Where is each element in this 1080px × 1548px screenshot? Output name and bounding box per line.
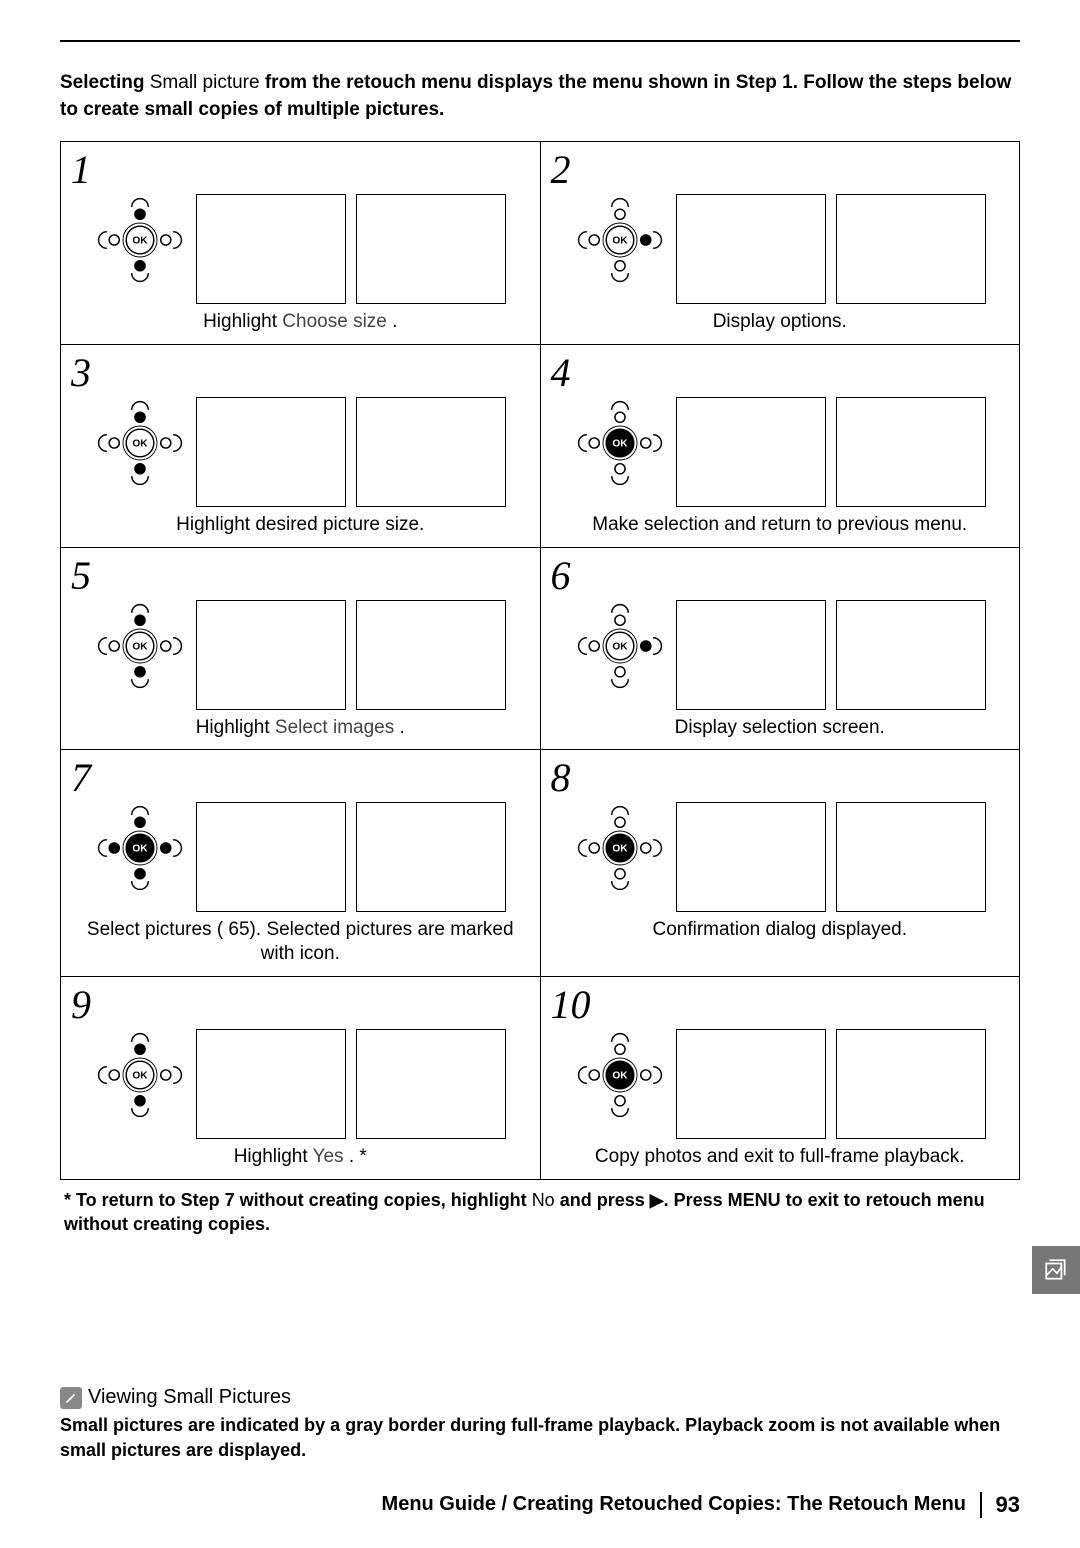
svg-text:OK: OK: [133, 1071, 149, 1082]
step-caption: Make selection and return to previous me…: [551, 513, 1010, 537]
step-number: 7: [71, 758, 530, 798]
svg-text:OK: OK: [612, 1071, 628, 1082]
multi-selector-icon: OK: [574, 194, 666, 291]
step-caption: Highlight Select images .: [71, 716, 530, 740]
step-number: 4: [551, 353, 1010, 393]
lcd-screenshot-placeholder: [356, 194, 506, 304]
intro-part1: Selecting: [60, 72, 150, 93]
note-body: Small pictures are indicated by a gray b…: [60, 1413, 1020, 1462]
side-tab-container: [60, 1246, 1020, 1306]
svg-text:OK: OK: [612, 641, 628, 652]
lcd-screenshot-placeholder: [836, 194, 986, 304]
step-number: 10: [551, 985, 1010, 1025]
step-number: 2: [551, 150, 1010, 190]
footer-title: Menu Guide / Creating Retouched Copies: …: [382, 1493, 966, 1516]
note-heading: Viewing Small Pictures: [60, 1386, 1020, 1409]
lcd-screenshot-placeholder: [836, 1029, 986, 1139]
step-number: 8: [551, 758, 1010, 798]
intro-part2: Small picture: [150, 72, 265, 93]
step-number: 1: [71, 150, 530, 190]
svg-text:OK: OK: [612, 236, 628, 247]
step-number: 9: [71, 985, 530, 1025]
lcd-screenshot-placeholder: [196, 600, 346, 710]
step-6: 6 OK Display selection screen.: [541, 548, 1020, 750]
lcd-screenshot-placeholder: [676, 1029, 826, 1139]
footer-page-number: 93: [996, 1492, 1020, 1518]
step-number: 5: [71, 556, 530, 596]
lcd-screenshot-placeholder: [676, 194, 826, 304]
step-caption: Copy photos and exit to full-frame playb…: [551, 1145, 1010, 1169]
lcd-screenshot-placeholder: [676, 600, 826, 710]
footnote-p2: No: [532, 1190, 555, 1210]
multi-selector-icon: OK: [574, 600, 666, 697]
steps-table: 1 OK Highlight Choose size .: [60, 141, 1020, 1180]
step-caption: Confirmation dialog displayed.: [551, 918, 1010, 942]
step-caption: Highlight desired picture size.: [71, 513, 530, 537]
multi-selector-icon: OK: [94, 802, 186, 899]
multi-selector-icon: OK: [94, 194, 186, 291]
lcd-screenshot-placeholder: [196, 397, 346, 507]
svg-text:OK: OK: [133, 844, 149, 855]
step-1: 1 OK Highlight Choose size .: [61, 142, 540, 344]
step-number: 6: [551, 556, 1010, 596]
lcd-screenshot-placeholder: [836, 397, 986, 507]
footnote: * To return to Step 7 without creating c…: [60, 1188, 1020, 1237]
page-footer: Menu Guide / Creating Retouched Copies: …: [60, 1492, 1020, 1518]
step-caption: Highlight Yes . *: [71, 1145, 530, 1169]
footnote-p1: * To return to Step 7 without creating c…: [64, 1190, 532, 1210]
footer-divider: [980, 1492, 982, 1518]
step-3: 3 OK Highlight desired picture size.: [61, 345, 540, 547]
multi-selector-icon: OK: [574, 397, 666, 494]
multi-selector-icon: OK: [94, 1029, 186, 1126]
lcd-screenshot-placeholder: [836, 600, 986, 710]
multi-selector-icon: OK: [94, 397, 186, 494]
pencil-note-icon: [60, 1387, 82, 1409]
step-caption: Select pictures ( 65). Selected pictures…: [71, 918, 530, 966]
step-2: 2 OK Display options.: [541, 142, 1020, 344]
step-caption: Display selection screen.: [551, 716, 1010, 740]
retouch-tab-icon: [1032, 1246, 1080, 1294]
lcd-screenshot-placeholder: [676, 397, 826, 507]
multi-selector-icon: OK: [574, 1029, 666, 1126]
svg-text:OK: OK: [133, 439, 149, 450]
lcd-screenshot-placeholder: [356, 397, 506, 507]
svg-text:OK: OK: [133, 236, 149, 247]
lcd-screenshot-placeholder: [196, 802, 346, 912]
step-8: 8 OK Confirmation dialog displayed.: [541, 750, 1020, 952]
svg-text:OK: OK: [612, 844, 628, 855]
lcd-screenshot-placeholder: [356, 1029, 506, 1139]
lcd-screenshot-placeholder: [196, 194, 346, 304]
note-title: Viewing Small Pictures: [88, 1386, 291, 1409]
svg-text:OK: OK: [612, 439, 628, 450]
step-5: 5 OK Highlight Select images .: [61, 548, 540, 750]
step-caption: Highlight Choose size .: [71, 310, 530, 334]
step-caption: Display options.: [551, 310, 1010, 334]
step-4: 4 OK Make selection and return to previo…: [541, 345, 1020, 547]
step-number: 3: [71, 353, 530, 393]
step-7: 7 OK Select pictures ( 65). Selected pic…: [61, 750, 540, 976]
note-body-text: Small pictures are indicated by a gray b…: [60, 1415, 1000, 1459]
step-10: 10 OK Copy photos and exit to full-frame…: [541, 977, 1020, 1179]
lcd-screenshot-placeholder: [356, 600, 506, 710]
lcd-screenshot-placeholder: [196, 1029, 346, 1139]
intro-paragraph: Selecting Small picture from the retouch…: [60, 70, 1020, 123]
lcd-screenshot-placeholder: [836, 802, 986, 912]
multi-selector-icon: OK: [574, 802, 666, 899]
svg-text:OK: OK: [133, 641, 149, 652]
lcd-screenshot-placeholder: [356, 802, 506, 912]
multi-selector-icon: OK: [94, 600, 186, 697]
step-9: 9 OK Highlight Yes . *: [61, 977, 540, 1179]
top-rule: [60, 40, 1020, 42]
lcd-screenshot-placeholder: [676, 802, 826, 912]
